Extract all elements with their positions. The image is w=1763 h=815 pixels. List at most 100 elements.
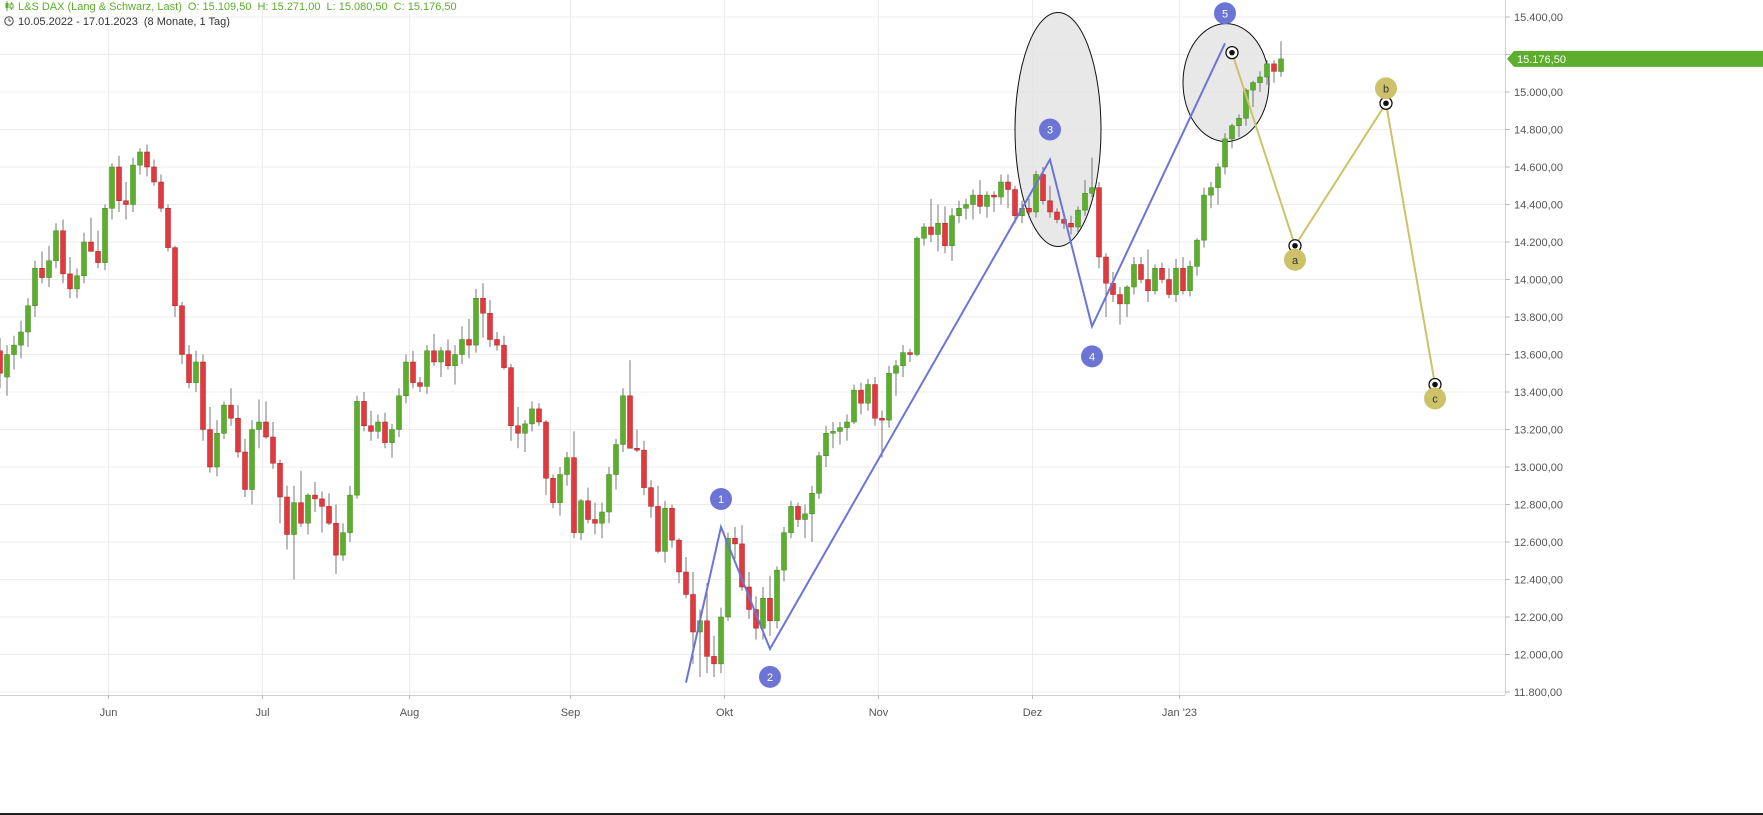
candle[interactable]: [1222, 138, 1228, 168]
candle[interactable]: [816, 455, 822, 494]
candle[interactable]: [1201, 194, 1207, 241]
candle[interactable]: [1152, 268, 1158, 291]
candle[interactable]: [1033, 174, 1039, 213]
candle[interactable]: [879, 418, 885, 421]
candle[interactable]: [1180, 268, 1186, 291]
candle[interactable]: [739, 543, 745, 588]
candle[interactable]: [690, 594, 696, 633]
wave-label-b[interactable]: [1375, 77, 1397, 100]
candle[interactable]: [1103, 256, 1109, 284]
candle[interactable]: [452, 354, 458, 366]
candle[interactable]: [102, 208, 108, 263]
candle[interactable]: [837, 427, 843, 432]
candle[interactable]: [928, 226, 934, 235]
candle[interactable]: [221, 404, 227, 434]
candle[interactable]: [445, 350, 451, 366]
candle[interactable]: [914, 238, 920, 355]
candle[interactable]: [599, 511, 605, 524]
candle[interactable]: [18, 331, 24, 346]
candle[interactable]: [1215, 166, 1221, 188]
candle[interactable]: [67, 273, 73, 290]
candle[interactable]: [1089, 187, 1095, 194]
candle[interactable]: [557, 474, 563, 503]
candle[interactable]: [32, 268, 38, 306]
candle[interactable]: [340, 532, 346, 556]
candle[interactable]: [1082, 193, 1088, 211]
candle[interactable]: [403, 361, 409, 396]
candle[interactable]: [368, 425, 374, 432]
candle[interactable]: [585, 500, 591, 520]
candle[interactable]: [1264, 63, 1270, 78]
candle[interactable]: [424, 350, 430, 387]
candle[interactable]: [249, 429, 255, 490]
candle[interactable]: [760, 598, 766, 629]
candle[interactable]: [592, 519, 598, 524]
candle[interactable]: [39, 268, 45, 278]
candle[interactable]: [487, 313, 493, 340]
candle[interactable]: [725, 538, 731, 618]
candle[interactable]: [788, 506, 794, 533]
candle[interactable]: [550, 478, 556, 503]
candle[interactable]: [81, 241, 87, 276]
candle[interactable]: [263, 421, 269, 438]
candle[interactable]: [53, 230, 59, 261]
candle[interactable]: [410, 361, 416, 383]
candle[interactable]: [1194, 239, 1200, 267]
candle[interactable]: [893, 365, 899, 374]
candle[interactable]: [165, 208, 171, 248]
candle[interactable]: [795, 506, 801, 520]
candle[interactable]: [1278, 58, 1284, 72]
wave-label-5[interactable]: [1214, 2, 1236, 25]
candle[interactable]: [312, 494, 318, 500]
candle[interactable]: [277, 463, 283, 498]
candle[interactable]: [480, 298, 486, 314]
candle[interactable]: [123, 200, 129, 205]
candle[interactable]: [886, 373, 892, 421]
candle[interactable]: [11, 344, 17, 355]
candle[interactable]: [774, 569, 780, 621]
candle[interactable]: [256, 421, 262, 430]
candle[interactable]: [655, 506, 661, 552]
candle[interactable]: [669, 508, 675, 541]
candle[interactable]: [949, 215, 955, 246]
candle[interactable]: [298, 502, 304, 524]
candle[interactable]: [137, 151, 143, 166]
candle[interactable]: [900, 352, 906, 366]
wave-label-a[interactable]: [1284, 248, 1306, 271]
candle[interactable]: [1159, 268, 1165, 280]
candle[interactable]: [1131, 264, 1137, 288]
candle[interactable]: [158, 181, 164, 209]
candle[interactable]: [508, 367, 514, 426]
candle[interactable]: [396, 395, 402, 430]
candle[interactable]: [179, 305, 185, 355]
candle[interactable]: [851, 389, 857, 423]
candle[interactable]: [1138, 264, 1144, 280]
candle[interactable]: [1047, 200, 1053, 213]
candle[interactable]: [270, 436, 276, 464]
candle[interactable]: [865, 384, 871, 404]
candle[interactable]: [326, 506, 332, 524]
candle[interactable]: [74, 275, 80, 290]
candle[interactable]: [1257, 76, 1263, 83]
candle[interactable]: [1187, 266, 1193, 291]
candle[interactable]: [4, 354, 10, 378]
candle[interactable]: [459, 339, 465, 355]
candle[interactable]: [1012, 189, 1018, 216]
candle[interactable]: [1117, 294, 1123, 305]
candle[interactable]: [109, 166, 115, 209]
candle[interactable]: [1026, 208, 1032, 213]
wave-label-2[interactable]: [759, 665, 781, 688]
candle[interactable]: [1166, 279, 1172, 295]
candle[interactable]: [802, 513, 808, 520]
candle[interactable]: [627, 395, 633, 449]
candle[interactable]: [1250, 82, 1256, 91]
candle[interactable]: [564, 457, 570, 475]
candle[interactable]: [935, 223, 941, 235]
candle[interactable]: [305, 494, 311, 524]
candle[interactable]: [473, 298, 479, 346]
candle[interactable]: [228, 404, 234, 419]
candle[interactable]: [382, 421, 388, 443]
candle[interactable]: [676, 539, 682, 573]
candle[interactable]: [830, 431, 836, 434]
